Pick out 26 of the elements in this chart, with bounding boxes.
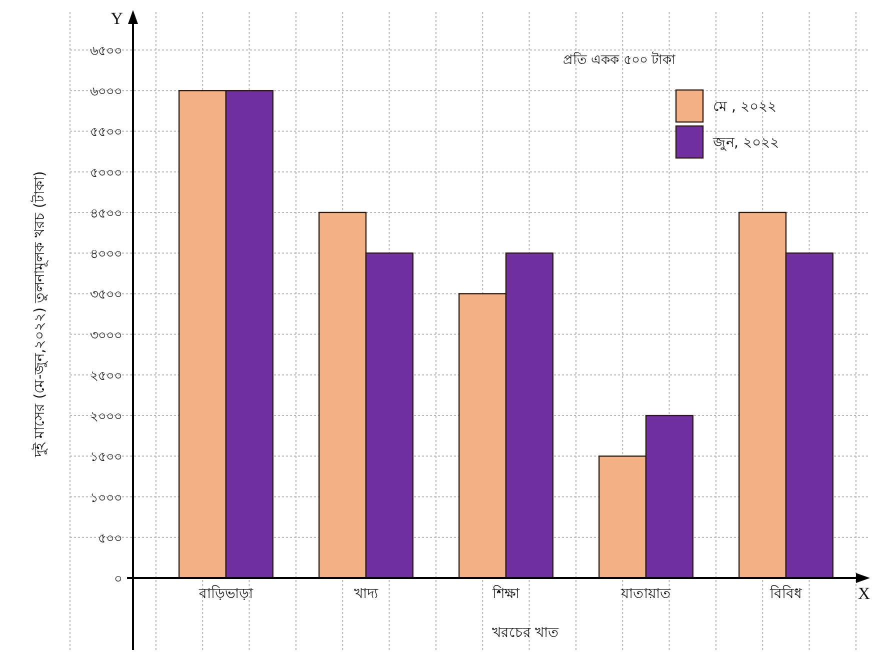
x-tick-label: বিবিধ: [768, 585, 803, 602]
legend-label: মে , ২০২২: [713, 99, 776, 115]
y-tick-label: ১০০০: [90, 490, 122, 506]
annotation: প্রতি একক ৫০০ টাকা: [563, 52, 676, 68]
y-tick-label: ৫০০: [98, 531, 122, 546]
x-tick-label: খাদ্য: [354, 586, 379, 602]
y-tick-label: ৪৫০০: [90, 206, 122, 222]
y-tick-label: ৬৫০০: [90, 44, 122, 59]
x-tick-label: যাতায়াত: [620, 586, 671, 602]
y-tick-label: ২০০০: [90, 410, 122, 425]
x-tick-label: বাড়িভাড়া: [198, 585, 254, 602]
x-tick-label: শিক্ষা: [491, 585, 520, 602]
text: X: [858, 584, 870, 603]
y-tick-label: ৪০০০: [90, 247, 122, 262]
y-tick-label: ৫৫০০: [90, 125, 122, 140]
y-axis-title: দুই মাসের (মে-জুন,২০২২) তুলনামূলক খরচ (টাকা): [31, 171, 48, 458]
y-tick-label: ৬০০০: [90, 84, 122, 100]
legend-label: জুন, ২০২২: [712, 135, 779, 151]
y-tick-label: ৫০০০: [90, 166, 122, 181]
y-tick-label: ৩০০০: [90, 328, 122, 344]
y-tick-label: ২৫০০: [90, 368, 122, 384]
y-tick-label: ১৫০০: [90, 450, 122, 466]
y-tick-label: ০: [114, 572, 122, 587]
y-tick-label: ৩৫০০: [90, 288, 122, 303]
text: Y: [110, 9, 123, 28]
x-axis-title: খরচের খাত: [492, 625, 560, 641]
